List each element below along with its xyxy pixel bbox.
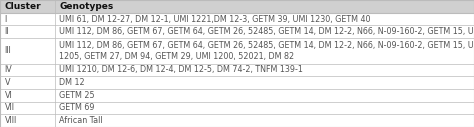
Bar [0, 38, 474, 64]
Text: II: II [5, 27, 9, 36]
Bar [0, 89, 474, 102]
Text: VI: VI [5, 91, 12, 100]
Text: III: III [5, 46, 11, 55]
Text: GETM 25: GETM 25 [59, 91, 95, 100]
Text: 1205, GETM 27, DM 94, GETM 29, UMI 1200, 52021, DM 82: 1205, GETM 27, DM 94, GETM 29, UMI 1200,… [59, 52, 294, 61]
Text: VII: VII [5, 104, 15, 112]
Bar [0, 0, 474, 13]
Bar [0, 25, 474, 38]
Text: GETM 69: GETM 69 [59, 104, 95, 112]
Bar [0, 13, 474, 25]
Bar [0, 102, 474, 114]
Text: Genotypes: Genotypes [59, 2, 113, 11]
Text: UMI 61, DM 12-27, DM 12-1, UMI 1221,DM 12-3, GETM 39, UMI 1230, GETM 40: UMI 61, DM 12-27, DM 12-1, UMI 1221,DM 1… [59, 15, 371, 23]
Text: Cluster: Cluster [5, 2, 41, 11]
Text: African Tall: African Tall [59, 116, 103, 125]
Text: DM 12: DM 12 [59, 78, 85, 87]
Bar [0, 64, 474, 76]
Text: I: I [5, 15, 7, 23]
Text: UMI 112, DM 86, GETM 67, GETM 64, GETM 26, 52485, GETM 14, DM 12-2, N66, N-09-16: UMI 112, DM 86, GETM 67, GETM 64, GETM 2… [59, 27, 474, 36]
Text: V: V [5, 78, 10, 87]
Text: UMI 112, DM 86, GETM 67, GETM 64, GETM 26, 52485, GETM 14, DM 12-2, N66, N-09-16: UMI 112, DM 86, GETM 67, GETM 64, GETM 2… [59, 41, 474, 50]
Text: IV: IV [5, 65, 12, 74]
Bar [0, 114, 474, 127]
Text: UMI 1210, DM 12-6, DM 12-4, DM 12-5, DM 74-2, TNFM 139-1: UMI 1210, DM 12-6, DM 12-4, DM 12-5, DM … [59, 65, 303, 74]
Text: VIII: VIII [5, 116, 17, 125]
Bar [0, 76, 474, 89]
